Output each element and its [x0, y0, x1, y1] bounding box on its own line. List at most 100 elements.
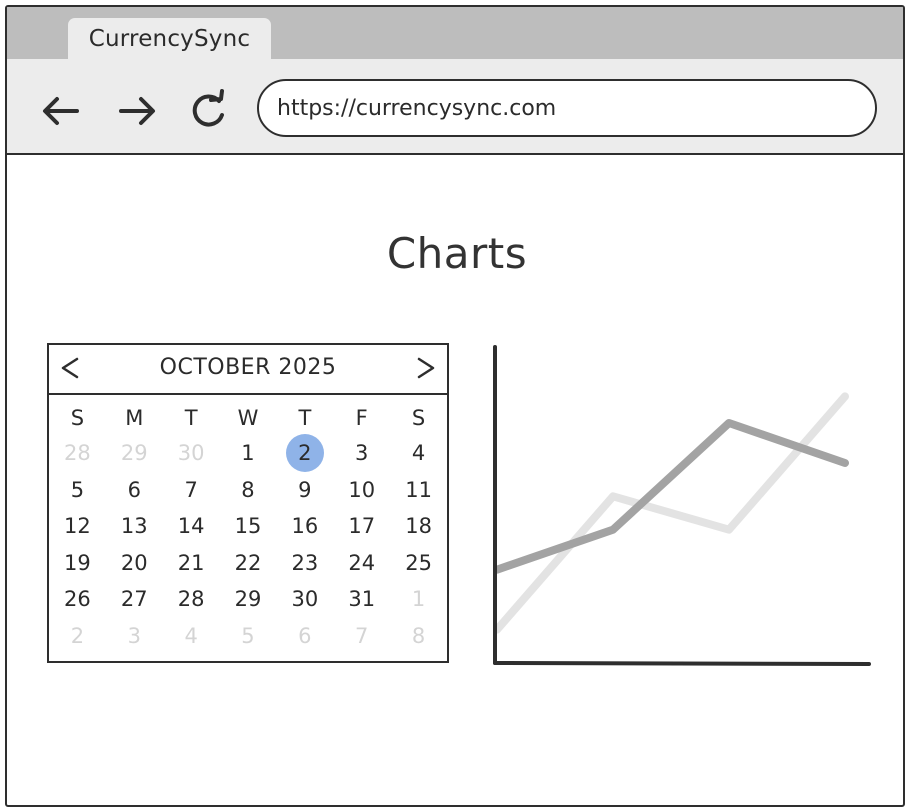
calendar-day[interactable]: 17	[333, 508, 390, 545]
calendar-day-number: 11	[405, 477, 432, 502]
browser-toolbar: https://currencysync.com	[7, 59, 903, 155]
page-title: Charts	[386, 229, 528, 278]
weekday-label: M	[125, 406, 144, 430]
arrow-left-icon	[43, 97, 79, 125]
calendar-day[interactable]: 20	[106, 545, 163, 582]
line-chart	[493, 345, 871, 666]
calendar-day[interactable]: 7	[163, 472, 220, 509]
calendar-day-number: 28	[64, 441, 91, 466]
calendar-header: OCTOBER 2025	[49, 345, 447, 395]
calendar-day[interactable]: 15	[220, 508, 277, 545]
calendar-day[interactable]: 8	[220, 472, 277, 509]
calendar-day[interactable]: 27	[106, 581, 163, 618]
next-month-button[interactable]	[411, 353, 441, 383]
calendar-day-number: 5	[70, 477, 85, 502]
previous-month-button[interactable]	[55, 353, 85, 383]
calendar-day[interactable]: 24	[333, 545, 390, 582]
calendar-day[interactable]: 8	[390, 618, 447, 655]
forward-button[interactable]	[115, 89, 159, 133]
calendar-day[interactable]: 1	[220, 435, 277, 472]
calendar-day-number: 8	[411, 623, 426, 648]
calendar-day[interactable]: 13	[106, 508, 163, 545]
weekday-label: W	[237, 406, 259, 430]
calendar-day-number: 19	[64, 550, 91, 575]
calendar-day-selected[interactable]: 2	[276, 434, 333, 473]
calendar-day-number: 2	[70, 623, 85, 648]
calendar-day-number: 8	[241, 477, 255, 502]
reload-button[interactable]	[187, 89, 231, 133]
calendar-day[interactable]: 6	[276, 618, 333, 655]
calendar-day-number: 31	[348, 587, 376, 612]
calendar-day-number: 30	[291, 587, 319, 612]
calendar-day-number: 3	[355, 441, 369, 466]
x-axis	[493, 661, 871, 666]
calendar-day-number: 16	[291, 514, 319, 539]
address-bar[interactable]: https://currencysync.com	[257, 79, 877, 137]
reload-icon	[192, 89, 224, 127]
series-line-1	[493, 392, 849, 634]
calendar-day-number: 17	[348, 514, 376, 539]
calendar-day[interactable]: 11	[390, 472, 447, 509]
calendar: OCTOBER 2025 S M T W T F S 28 29 30 1 2 3 4 5 6 7 8 9 10 11 1…	[47, 343, 449, 663]
calendar-day[interactable]: 21	[163, 545, 220, 582]
calendar-day[interactable]: 30	[276, 581, 333, 618]
calendar-day[interactable]: 3	[106, 618, 163, 655]
calendar-day[interactable]: 2	[49, 618, 106, 655]
calendar-day[interactable]: 3	[333, 435, 390, 472]
calendar-month-label: OCTOBER 2025	[159, 355, 337, 380]
browser-window: CurrencySync https://currencysync.com Ch…	[5, 5, 905, 807]
browser-tab[interactable]: CurrencySync	[68, 18, 271, 60]
calendar-day[interactable]: 30	[163, 435, 220, 472]
calendar-day[interactable]: 22	[220, 545, 277, 582]
calendar-day-number: 29	[120, 441, 148, 466]
calendar-day-number: 26	[64, 587, 91, 612]
calendar-day[interactable]: 6	[106, 472, 163, 509]
calendar-day[interactable]: 9	[276, 472, 333, 509]
calendar-day[interactable]: 29	[106, 435, 163, 472]
calendar-day-number: 25	[405, 550, 432, 575]
calendar-day[interactable]: 5	[220, 618, 277, 655]
calendar-day[interactable]: 19	[49, 545, 106, 582]
calendar-day-number: 9	[298, 477, 312, 502]
calendar-day[interactable]: 12	[49, 508, 106, 545]
calendar-grid: S M T W T F S 28 29 30 1 2 3 4 5 6 7 8 9 10 11 12 13 14 15 16 17 18…	[49, 401, 447, 654]
calendar-day-number: 7	[184, 477, 198, 502]
calendar-day-number: 1	[241, 441, 255, 466]
calendar-day-number: 24	[348, 550, 376, 575]
calendar-day[interactable]: 16	[276, 508, 333, 545]
calendar-day-number: 6	[127, 477, 141, 502]
calendar-day-number: 13	[120, 514, 148, 539]
calendar-day-number: 21	[177, 550, 205, 575]
calendar-day[interactable]: 4	[163, 618, 220, 655]
calendar-day-number: 30	[177, 441, 205, 466]
calendar-day[interactable]: 4	[390, 435, 447, 472]
calendar-day-number: 15	[234, 514, 262, 539]
calendar-day[interactable]: 28	[163, 581, 220, 618]
calendar-day-number: 4	[184, 623, 198, 648]
arrow-right-icon	[119, 97, 155, 125]
weekday-label: F	[355, 406, 368, 430]
calendar-day[interactable]: 10	[333, 472, 390, 509]
weekday-label: S	[411, 406, 426, 430]
calendar-day[interactable]: 31	[333, 581, 390, 618]
calendar-day[interactable]: 26	[49, 581, 106, 618]
calendar-day-number: 10	[348, 477, 376, 502]
calendar-day[interactable]: 1	[390, 581, 447, 618]
calendar-day-number: 14	[177, 514, 205, 539]
chevron-right-icon	[417, 357, 435, 379]
calendar-day-number: 1	[411, 587, 426, 612]
calendar-day-number: 2	[285, 434, 324, 473]
calendar-day[interactable]: 7	[333, 618, 390, 655]
calendar-day-number: 3	[127, 623, 141, 648]
calendar-day[interactable]: 28	[49, 435, 106, 472]
calendar-day[interactable]: 18	[390, 508, 447, 545]
calendar-day-number: 29	[234, 587, 262, 612]
calendar-day[interactable]: 14	[163, 508, 220, 545]
calendar-day[interactable]: 5	[49, 472, 106, 509]
calendar-day[interactable]: 23	[276, 545, 333, 582]
calendar-day[interactable]: 29	[220, 581, 277, 618]
back-button[interactable]	[39, 89, 83, 133]
calendar-day[interactable]: 25	[390, 545, 447, 582]
calendar-day-number: 28	[177, 587, 205, 612]
calendar-day-number: 27	[120, 587, 148, 612]
